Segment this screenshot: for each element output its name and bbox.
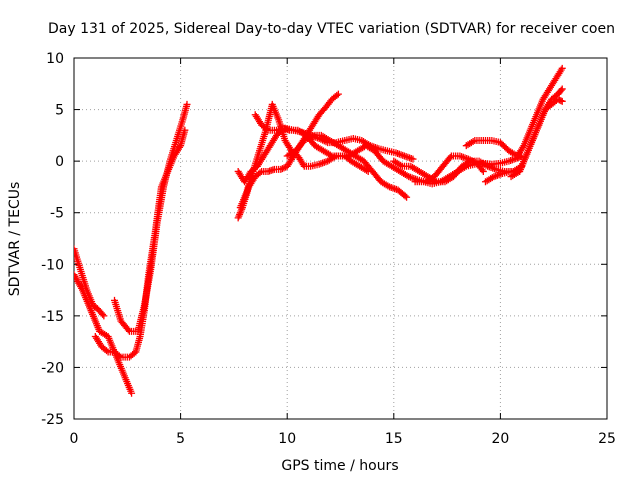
y-tick-label: 5 <box>55 103 64 119</box>
y-tick-label: -15 <box>41 309 64 325</box>
data-point <box>479 167 487 175</box>
x-tick-label: 0 <box>70 431 79 447</box>
x-tick-label: 20 <box>491 431 509 447</box>
y-tick-label: -5 <box>50 206 64 222</box>
data-point <box>558 64 566 72</box>
grid-layer <box>74 58 607 419</box>
data-point <box>409 155 417 163</box>
plot-frame <box>73 57 608 420</box>
data-point <box>401 192 409 200</box>
data-point <box>99 310 107 318</box>
data-point <box>280 164 288 172</box>
series-layer <box>74 64 566 397</box>
y-tick-label: -10 <box>41 257 64 273</box>
x-tick-label: 5 <box>176 431 185 447</box>
x-tick-label: 10 <box>278 431 296 447</box>
y-tick-label: 10 <box>46 51 64 67</box>
ticks-layer: 0 5 10 15 20 25 -25 -20 -15 -10 -5 0 5 10 <box>41 51 616 447</box>
data-point <box>124 326 132 334</box>
series-arc9 <box>283 131 411 201</box>
data-point <box>74 245 78 253</box>
data-point <box>128 389 136 397</box>
data-point <box>277 165 285 173</box>
y-axis-label: SDTVAR / TECUs <box>7 182 23 297</box>
data-point <box>333 91 341 99</box>
data-point <box>557 97 565 105</box>
data-point <box>478 166 486 174</box>
data-point <box>183 100 191 108</box>
data-point <box>403 193 411 201</box>
data-point <box>334 90 342 98</box>
data-point <box>446 153 454 161</box>
data-point <box>557 86 565 94</box>
series-arc11 <box>411 152 526 188</box>
y-tick-label: 0 <box>55 154 64 170</box>
data-point <box>100 312 108 320</box>
data-point <box>262 125 270 133</box>
data-point <box>558 97 566 105</box>
x-tick-label: 25 <box>598 431 616 447</box>
data-point <box>256 169 264 177</box>
series-arc14 <box>507 85 566 181</box>
series-arc12 <box>462 64 566 160</box>
series-arc4 <box>111 100 191 335</box>
x-tick-label: 15 <box>385 431 403 447</box>
chart-title: Day 131 of 2025, Sidereal Day-to-day VTE… <box>48 21 615 37</box>
data-point <box>558 85 566 93</box>
data-point <box>278 165 286 173</box>
y-tick-label: -25 <box>41 412 64 428</box>
series-arc2 <box>74 271 136 397</box>
y-tick-label: -20 <box>41 360 64 376</box>
x-axis-label: GPS time / hours <box>281 458 398 474</box>
data-point <box>115 352 123 360</box>
data-point <box>103 347 111 355</box>
